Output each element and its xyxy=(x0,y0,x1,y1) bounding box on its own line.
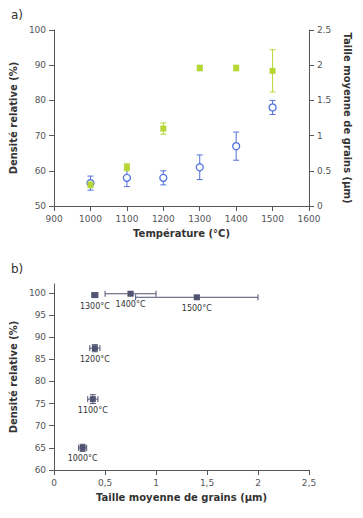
svg-text:1,5: 1,5 xyxy=(200,478,214,488)
svg-text:2: 2 xyxy=(255,478,261,488)
svg-text:a): a) xyxy=(11,8,23,22)
svg-text:900: 900 xyxy=(45,214,62,224)
svg-text:90: 90 xyxy=(35,332,47,342)
svg-text:0: 0 xyxy=(317,201,323,211)
svg-text:1000: 1000 xyxy=(79,214,102,224)
svg-text:85: 85 xyxy=(35,354,46,364)
svg-text:Densité relative (%): Densité relative (%) xyxy=(8,321,19,434)
svg-text:0.5: 0.5 xyxy=(317,166,331,176)
svg-text:2.5: 2.5 xyxy=(317,25,331,35)
svg-text:95: 95 xyxy=(35,310,46,320)
svg-text:1300°C: 1300°C xyxy=(80,302,110,311)
svg-text:1200°C: 1200°C xyxy=(80,355,110,364)
svg-text:1000°C: 1000°C xyxy=(68,454,98,463)
svg-text:1100°C: 1100°C xyxy=(78,406,108,415)
svg-text:60: 60 xyxy=(35,465,47,475)
svg-text:50: 50 xyxy=(35,201,47,211)
svg-text:1200: 1200 xyxy=(152,214,175,224)
svg-text:80: 80 xyxy=(35,95,47,105)
svg-text:1: 1 xyxy=(153,478,159,488)
svg-text:0,5: 0,5 xyxy=(98,478,112,488)
svg-text:1500: 1500 xyxy=(261,214,284,224)
svg-text:90: 90 xyxy=(35,60,47,70)
svg-text:65: 65 xyxy=(35,443,46,453)
svg-text:2,5: 2,5 xyxy=(302,478,316,488)
svg-text:1300: 1300 xyxy=(188,214,211,224)
svg-text:Température (°C): Température (°C) xyxy=(133,228,230,239)
svg-text:1100: 1100 xyxy=(115,214,138,224)
svg-text:60: 60 xyxy=(35,166,47,176)
svg-text:1: 1 xyxy=(317,131,323,141)
svg-text:75: 75 xyxy=(35,399,46,409)
svg-text:1500°C: 1500°C xyxy=(182,304,212,313)
svg-text:100: 100 xyxy=(29,288,46,298)
svg-text:1600: 1600 xyxy=(298,214,321,224)
svg-text:70: 70 xyxy=(35,131,47,141)
svg-text:0: 0 xyxy=(51,478,57,488)
svg-text:Taille moyenne de grains (µm): Taille moyenne de grains (µm) xyxy=(96,492,267,503)
svg-text:1400: 1400 xyxy=(225,214,248,224)
svg-text:2: 2 xyxy=(317,60,323,70)
svg-text:80: 80 xyxy=(35,376,47,386)
svg-text:Taille moyenne de grains (µm): Taille moyenne de grains (µm) xyxy=(342,32,353,203)
svg-text:70: 70 xyxy=(35,421,47,431)
svg-text:Densité relative (%): Densité relative (%) xyxy=(8,62,19,175)
svg-text:1.5: 1.5 xyxy=(317,95,331,105)
svg-text:1400°C: 1400°C xyxy=(116,300,146,309)
svg-text:b): b) xyxy=(11,262,23,276)
svg-text:100: 100 xyxy=(29,25,46,35)
